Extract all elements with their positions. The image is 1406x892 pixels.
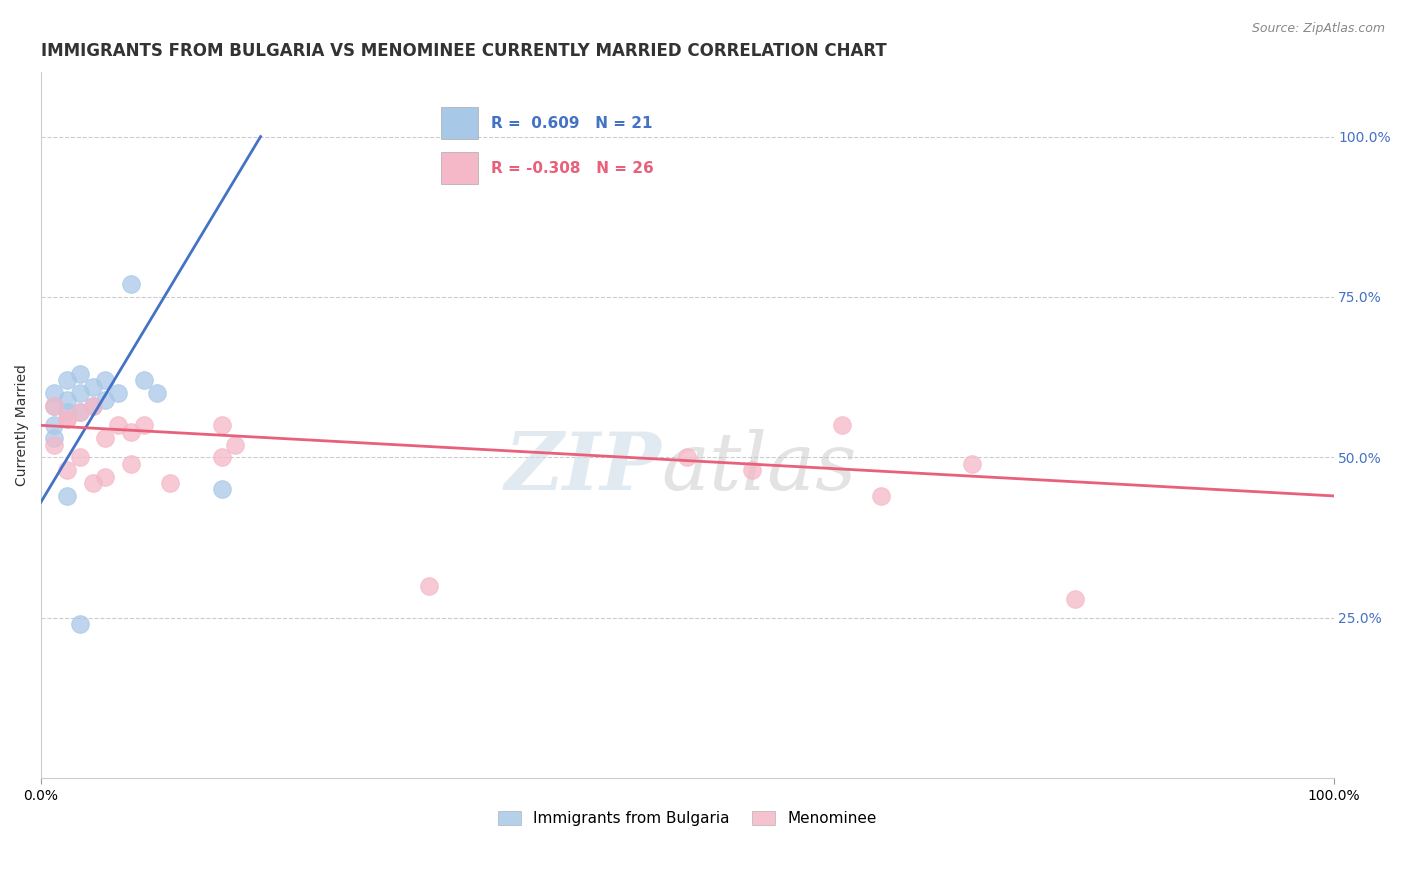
Point	[159, 476, 181, 491]
Point	[94, 373, 117, 387]
Point	[69, 617, 91, 632]
Point	[94, 431, 117, 445]
Point	[211, 418, 233, 433]
Point	[94, 392, 117, 407]
Point	[55, 392, 77, 407]
Point	[134, 418, 156, 433]
Point	[224, 437, 246, 451]
Text: R = -0.308   N = 26: R = -0.308 N = 26	[491, 161, 654, 176]
Text: ZIP: ZIP	[505, 429, 661, 507]
Point	[831, 418, 853, 433]
Point	[55, 412, 77, 426]
Point	[42, 399, 65, 413]
Point	[42, 399, 65, 413]
Point	[55, 412, 77, 426]
Point	[42, 431, 65, 445]
Point	[1064, 591, 1087, 606]
Point	[870, 489, 893, 503]
Point	[120, 457, 142, 471]
Point	[55, 489, 77, 503]
Point	[55, 405, 77, 419]
Point	[94, 469, 117, 483]
Point	[42, 418, 65, 433]
Point	[42, 386, 65, 401]
Point	[82, 399, 104, 413]
Text: Source: ZipAtlas.com: Source: ZipAtlas.com	[1251, 22, 1385, 36]
Point	[134, 373, 156, 387]
Point	[146, 386, 169, 401]
Point	[211, 450, 233, 465]
Point	[960, 457, 983, 471]
Point	[120, 277, 142, 292]
Point	[69, 405, 91, 419]
Point	[107, 386, 129, 401]
Point	[82, 399, 104, 413]
Point	[55, 373, 77, 387]
Point	[120, 425, 142, 439]
Text: atlas: atlas	[661, 429, 856, 507]
Point	[69, 450, 91, 465]
Bar	[441, 152, 478, 185]
Bar	[441, 107, 478, 139]
Point	[211, 483, 233, 497]
Point	[82, 380, 104, 394]
Point	[676, 450, 699, 465]
Point	[418, 579, 440, 593]
Point	[42, 437, 65, 451]
Point	[107, 418, 129, 433]
Point	[82, 476, 104, 491]
Legend: Immigrants from Bulgaria, Menominee: Immigrants from Bulgaria, Menominee	[489, 804, 884, 834]
Point	[69, 386, 91, 401]
Point	[69, 367, 91, 381]
Text: IMMIGRANTS FROM BULGARIA VS MENOMINEE CURRENTLY MARRIED CORRELATION CHART: IMMIGRANTS FROM BULGARIA VS MENOMINEE CU…	[41, 42, 887, 60]
Point	[741, 463, 763, 477]
Text: R =  0.609   N = 21: R = 0.609 N = 21	[491, 116, 652, 130]
Y-axis label: Currently Married: Currently Married	[15, 365, 30, 486]
Point	[55, 463, 77, 477]
Point	[69, 405, 91, 419]
